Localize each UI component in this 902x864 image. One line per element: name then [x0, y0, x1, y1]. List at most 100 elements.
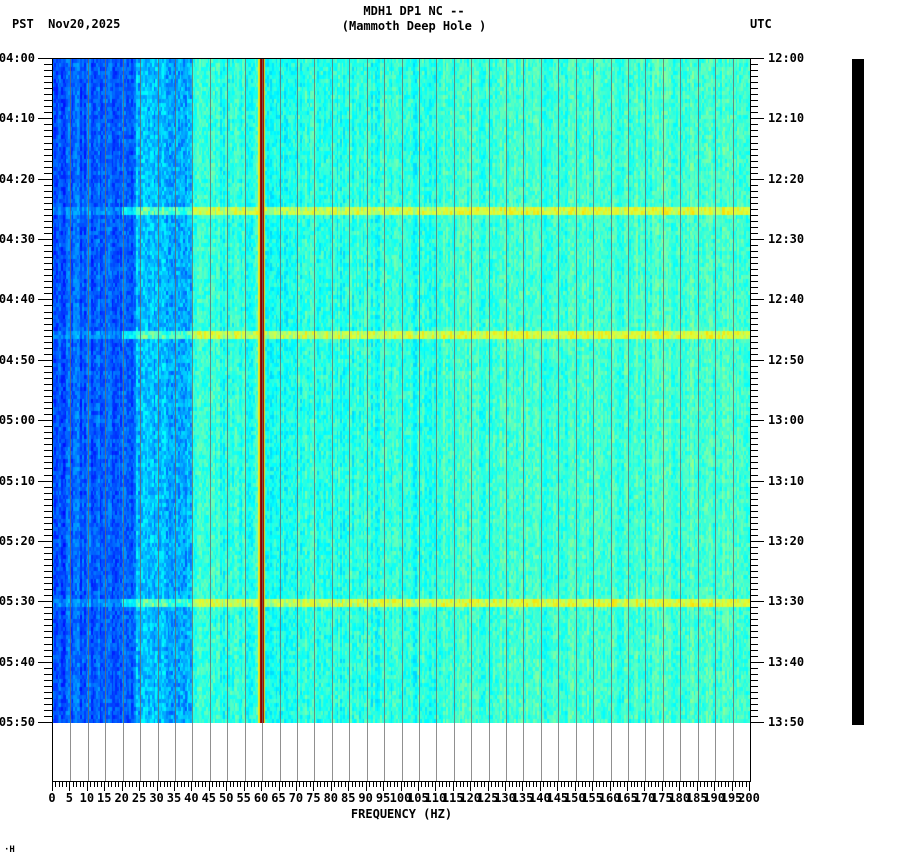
frequency-tick-79: [327, 781, 328, 787]
frequency-tick-56: [247, 781, 248, 787]
frequency-tick-68: [289, 781, 290, 787]
frequency-tick-180: [679, 781, 680, 791]
utc-tick-106min: [750, 698, 758, 699]
utc-tick-35min: [750, 269, 758, 270]
utc-tick-49min: [750, 354, 758, 355]
utc-tick-53min: [750, 378, 758, 379]
frequency-tick-38: [184, 781, 185, 787]
frequency-label-100: 100: [389, 791, 412, 805]
utc-tick-78min: [750, 529, 758, 530]
pst-tick-42min: [44, 312, 52, 313]
frequency-tick-142: [547, 781, 548, 787]
utc-tick-66min: [750, 456, 758, 457]
frequency-label-5: 5: [65, 791, 74, 805]
pst-tick-75min: [44, 511, 52, 512]
pst-tick-90min: [38, 601, 52, 602]
frequency-tick-10: [87, 781, 88, 791]
pst-tick-1min: [44, 64, 52, 65]
utc-tick-19min: [750, 173, 758, 174]
utc-label-1230: 12:30: [768, 232, 805, 247]
chart-title-block: MDH1 DP1 NC -- (Mammoth Deep Hole ): [0, 4, 902, 34]
utc-tick-88min: [750, 589, 758, 590]
frequency-tick-146: [561, 781, 562, 787]
frequency-label-190: 190: [703, 791, 725, 805]
utc-tick-79min: [750, 535, 758, 536]
utc-tick-14min: [750, 143, 758, 144]
pst-tick-73min: [44, 499, 52, 500]
pst-tick-58min: [44, 408, 52, 409]
utc-tick-87min: [750, 583, 758, 584]
frequency-tick-8: [80, 781, 81, 787]
frequency-tick-151: [578, 781, 579, 787]
frequency-tick-63: [272, 781, 273, 787]
pst-label-0510: 05:10: [0, 473, 35, 488]
utc-label-1250: 12:50: [768, 352, 805, 367]
frequency-tick-127: [495, 781, 496, 787]
pst-tick-52min: [44, 372, 52, 373]
utc-tick-43min: [750, 318, 758, 319]
utc-tick-25min: [750, 209, 758, 210]
pst-tick-81min: [44, 547, 52, 548]
header: PST Nov20,2025 MDH1 DP1 NC -- (Mammoth D…: [0, 0, 902, 48]
pst-tick-56min: [44, 396, 52, 397]
pst-label-0440: 04:40: [0, 292, 35, 307]
pst-tick-18min: [44, 167, 52, 168]
utc-tick-37min: [750, 281, 758, 282]
pst-tick-29min: [44, 233, 52, 234]
utc-tick-82min: [750, 553, 758, 554]
frequency-label-25: 25: [131, 791, 147, 805]
frequency-tick-143: [550, 781, 551, 787]
frequency-tick-171: [648, 781, 649, 787]
header-date: Nov20,2025: [48, 17, 121, 31]
utc-tick-89min: [750, 595, 758, 596]
frequency-tick-190: [714, 781, 715, 791]
frequency-tick-36: [177, 781, 178, 787]
pst-tick-35min: [44, 269, 52, 270]
frequency-tick-29: [153, 781, 154, 787]
utc-tick-27min: [750, 221, 758, 222]
utc-tick-77min: [750, 523, 758, 524]
frequency-tick-178: [672, 781, 673, 787]
pst-tick-53min: [44, 378, 52, 379]
spectrogram-image: [53, 59, 750, 723]
frequency-tick-195: [732, 781, 733, 791]
pst-tick-23min: [44, 197, 52, 198]
utc-tick-85min: [750, 571, 758, 572]
chart-title-line2: (Mammoth Deep Hole ): [341, 19, 487, 33]
frequency-tick-160: [610, 781, 611, 791]
frequency-tick-179: [676, 781, 677, 787]
frequency-tick-43: [202, 781, 203, 787]
pst-tick-5min: [44, 88, 52, 89]
frequency-tick-102: [407, 781, 408, 787]
utc-tick-38min: [750, 287, 758, 288]
utc-tick-97min: [750, 644, 758, 645]
frequency-tick-95: [383, 781, 384, 791]
frequency-tick-72: [303, 781, 304, 787]
frequency-tick-173: [655, 781, 656, 787]
frequency-tick-41: [195, 781, 196, 787]
frequency-tick-71: [299, 781, 300, 787]
frequency-tick-130: [505, 781, 506, 791]
utc-tick-83min: [750, 559, 758, 560]
frequency-label-140: 140: [529, 791, 551, 805]
frequency-tick-83: [341, 781, 342, 787]
utc-tick-33min: [750, 257, 758, 258]
frequency-tick-18: [115, 781, 116, 787]
frequency-tick-119: [467, 781, 468, 787]
pst-tick-13min: [44, 136, 52, 137]
pst-tick-67min: [44, 462, 52, 463]
frequency-tick-3: [62, 781, 63, 787]
utc-tick-91min: [750, 607, 758, 608]
pst-tick-40min: [38, 299, 52, 300]
frequency-tick-5: [69, 781, 70, 791]
utc-tick-9min: [750, 112, 758, 113]
pst-tick-34min: [44, 263, 52, 264]
frequency-tick-42: [198, 781, 199, 787]
pst-tick-63min: [44, 438, 52, 439]
frequency-tick-17: [111, 781, 112, 787]
pst-tick-59min: [44, 414, 52, 415]
utc-tick-100min: [750, 662, 764, 663]
spectrogram-canvas: [53, 59, 750, 723]
frequency-tick-2: [59, 781, 60, 787]
frequency-tick-59: [258, 781, 259, 787]
